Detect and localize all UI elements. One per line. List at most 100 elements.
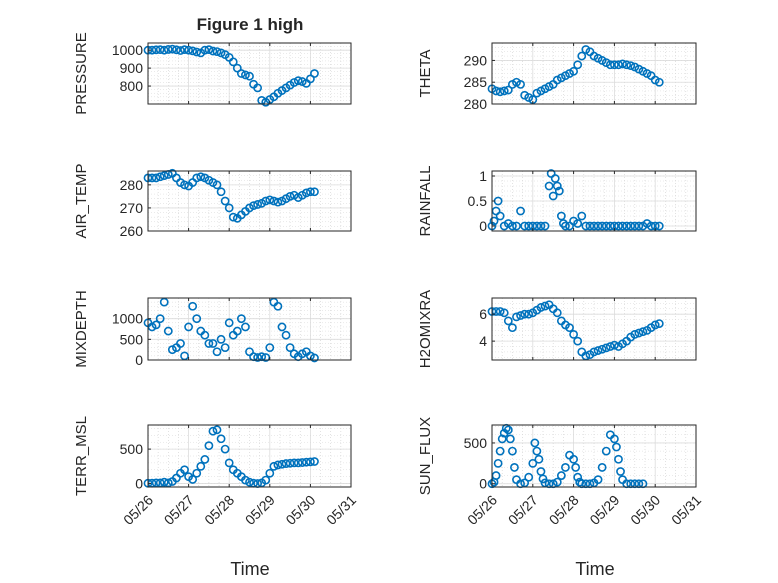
data-point bbox=[236, 314, 246, 324]
data-point bbox=[269, 461, 279, 471]
data-point bbox=[605, 60, 615, 70]
data-point bbox=[172, 45, 181, 55]
data-point bbox=[180, 180, 189, 190]
y-tick-label: 6 bbox=[479, 306, 487, 322]
data-point bbox=[273, 197, 283, 207]
data-point bbox=[634, 221, 644, 231]
y-axis-label: PRESSURE bbox=[73, 32, 90, 115]
data-point bbox=[216, 434, 226, 444]
data-point bbox=[616, 467, 625, 476]
data-point bbox=[573, 60, 583, 70]
data-point bbox=[552, 181, 562, 191]
data-point bbox=[512, 221, 521, 231]
data-point bbox=[200, 45, 210, 55]
data-point bbox=[220, 196, 230, 206]
data-point bbox=[561, 221, 570, 231]
data-point bbox=[224, 203, 234, 213]
data-point bbox=[634, 328, 644, 338]
data-point bbox=[573, 336, 583, 346]
data-point bbox=[556, 211, 566, 221]
data-point bbox=[569, 66, 578, 76]
data-point bbox=[176, 46, 185, 55]
x-tick-label: 05/28 bbox=[546, 492, 582, 528]
panel-mixdepth: 0 500 1000 MIXDEPTH bbox=[73, 290, 352, 368]
data-point bbox=[516, 206, 525, 216]
data-point bbox=[196, 172, 206, 182]
data-point bbox=[192, 468, 202, 478]
data-point bbox=[581, 221, 591, 231]
data-point bbox=[569, 329, 578, 339]
data-point bbox=[489, 216, 499, 226]
data-point bbox=[196, 461, 206, 471]
data-point bbox=[220, 343, 230, 352]
data-point bbox=[208, 339, 218, 348]
data-point bbox=[192, 47, 202, 57]
x-tick-label: 05/31 bbox=[668, 492, 704, 528]
data-point bbox=[301, 188, 311, 198]
x-tick-label: 05/26 bbox=[464, 492, 500, 528]
data-point bbox=[593, 346, 603, 355]
data-point bbox=[155, 45, 165, 55]
data-point bbox=[654, 77, 664, 87]
axes-box bbox=[147, 42, 352, 105]
data-point bbox=[241, 322, 250, 332]
y-tick-label: 1000 bbox=[112, 42, 143, 58]
data-point bbox=[204, 45, 214, 55]
y-tick-label: 500 bbox=[464, 435, 488, 451]
data-point bbox=[601, 221, 611, 231]
data-point bbox=[552, 308, 562, 318]
data-point bbox=[589, 221, 599, 231]
y-axis-label: THETA bbox=[417, 49, 434, 97]
data-point bbox=[585, 221, 595, 231]
data-point bbox=[216, 334, 226, 344]
data-point bbox=[249, 201, 258, 211]
data-point bbox=[536, 303, 546, 312]
data-point bbox=[228, 212, 238, 222]
x-tick-label: 05/28 bbox=[201, 492, 237, 528]
data-point bbox=[208, 426, 218, 436]
panel-air_temp: 260 270 280 AIR_TEMP bbox=[73, 163, 352, 239]
data-point bbox=[289, 78, 299, 87]
data-point bbox=[192, 314, 202, 324]
data-point bbox=[614, 60, 623, 70]
data-point bbox=[534, 454, 544, 464]
data-point bbox=[277, 459, 287, 469]
data-point bbox=[151, 173, 161, 183]
panel-pressure: 800 900 1000 PRESSURE bbox=[73, 32, 352, 115]
data-point bbox=[505, 434, 515, 444]
x-tick-label: 05/29 bbox=[242, 492, 278, 528]
data-point bbox=[163, 478, 173, 488]
data-point bbox=[245, 477, 254, 487]
data-point bbox=[512, 312, 521, 322]
data-point bbox=[548, 191, 558, 201]
data-point bbox=[638, 327, 648, 337]
data-point bbox=[151, 45, 161, 55]
data-point bbox=[524, 221, 534, 231]
axes-box bbox=[147, 424, 352, 488]
data-point bbox=[630, 329, 640, 339]
data-point bbox=[236, 69, 246, 78]
data-point bbox=[310, 69, 319, 78]
x-tick-label: 05/27 bbox=[505, 492, 541, 528]
data-point bbox=[261, 475, 271, 485]
data-point bbox=[188, 475, 198, 484]
data-point bbox=[493, 458, 503, 468]
x-tick-label: 05/31 bbox=[323, 492, 359, 528]
data-point bbox=[626, 61, 636, 71]
panel-theta: 280 285 290 THETA bbox=[417, 42, 697, 112]
data-point bbox=[577, 211, 587, 221]
data-point bbox=[241, 70, 250, 80]
data-point bbox=[220, 444, 230, 454]
axes-box bbox=[491, 297, 697, 361]
data-point bbox=[510, 463, 519, 472]
data-point bbox=[285, 191, 295, 201]
x-tick-label: 05/26 bbox=[120, 492, 156, 528]
data-point bbox=[212, 47, 222, 57]
data-point bbox=[495, 211, 505, 221]
y-tick-label: 1000 bbox=[112, 311, 143, 327]
axes-box bbox=[147, 170, 352, 232]
data-point bbox=[200, 455, 210, 464]
data-point bbox=[228, 57, 238, 67]
data-point bbox=[289, 458, 299, 468]
data-point bbox=[536, 221, 546, 231]
